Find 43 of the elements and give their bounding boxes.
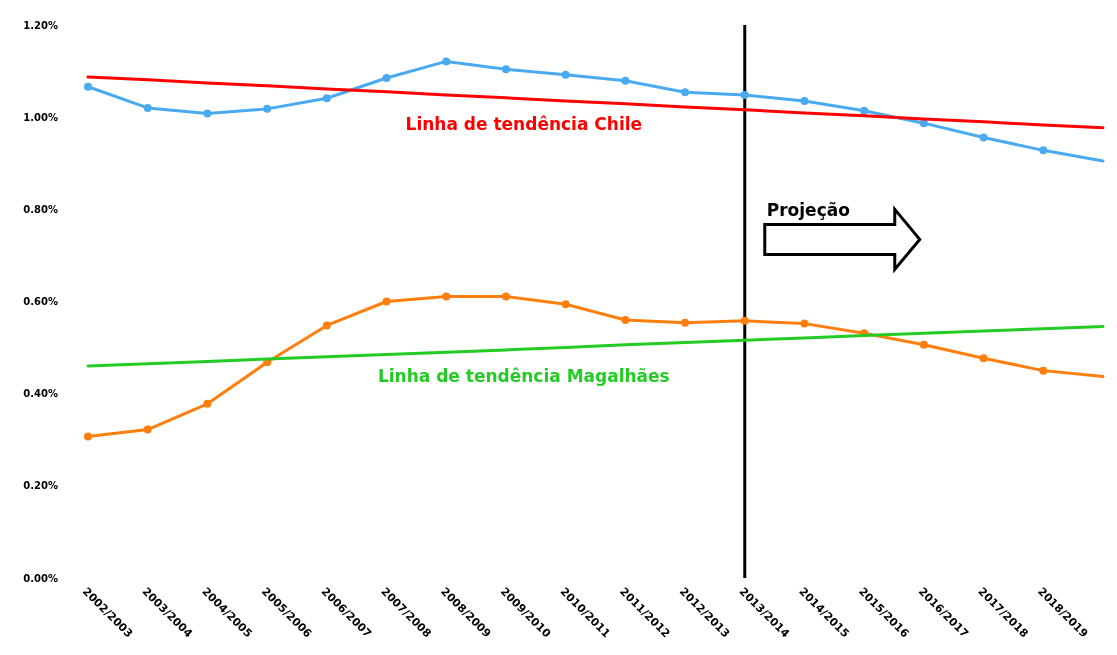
point xyxy=(979,354,988,363)
point xyxy=(442,292,451,301)
point xyxy=(143,425,152,434)
y-tick-label: 1.20% xyxy=(23,19,58,31)
point xyxy=(203,109,212,118)
point xyxy=(382,74,391,82)
point xyxy=(561,70,570,79)
point xyxy=(979,133,988,142)
line-series xyxy=(86,324,1105,368)
y-tick-label: 0.20% xyxy=(23,480,58,492)
point xyxy=(84,432,92,441)
point xyxy=(740,316,749,325)
y-tick-label: 0.80% xyxy=(23,203,58,215)
point xyxy=(800,319,809,328)
point xyxy=(681,88,690,97)
annotation: Projeção xyxy=(766,200,850,221)
point xyxy=(1039,146,1048,155)
point xyxy=(442,57,451,66)
point xyxy=(740,91,749,100)
point xyxy=(203,399,212,408)
point xyxy=(621,76,630,85)
point xyxy=(800,97,809,106)
point xyxy=(84,82,92,91)
point xyxy=(681,318,690,327)
point xyxy=(621,315,630,324)
point xyxy=(1039,366,1048,375)
y-tick-label: 1.00% xyxy=(23,111,58,123)
point xyxy=(561,300,570,309)
point xyxy=(322,321,331,330)
point xyxy=(501,292,510,301)
point xyxy=(501,65,510,74)
y-tick-label: 0.60% xyxy=(23,296,58,307)
point xyxy=(263,104,272,113)
point xyxy=(382,297,391,306)
y-tick-label: 0.40% xyxy=(23,388,58,400)
point xyxy=(860,106,869,115)
series-label: Linha de tendência Magalhães xyxy=(377,365,670,386)
point xyxy=(322,94,331,103)
point xyxy=(919,340,928,349)
series-label: Linha de tendência Chile xyxy=(405,113,643,134)
line-series xyxy=(86,75,1105,130)
y-tick-label: 0.00% xyxy=(23,572,58,584)
point xyxy=(143,103,152,112)
